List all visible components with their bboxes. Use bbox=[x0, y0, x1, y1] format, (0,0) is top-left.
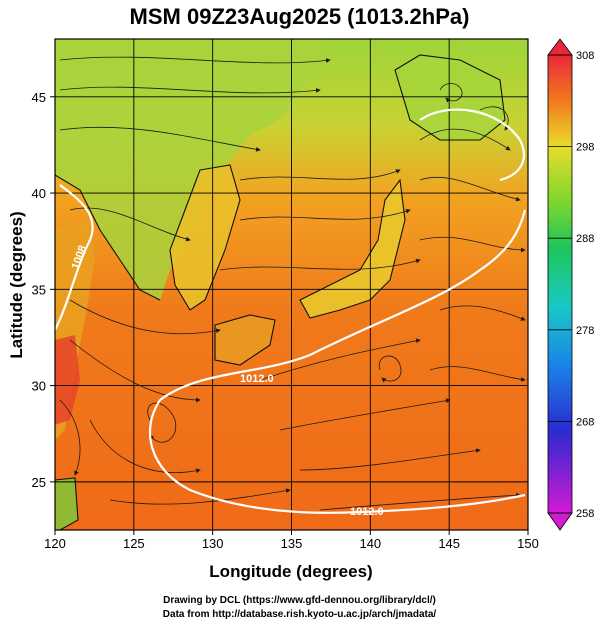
colorbar-tick-label: 288 bbox=[576, 233, 594, 245]
taiwan bbox=[55, 478, 78, 530]
x-tick-label: 120 bbox=[44, 536, 66, 551]
credit-data: Data from http://database.rish.kyoto-u.a… bbox=[162, 609, 437, 620]
x-tick-label: 135 bbox=[281, 536, 303, 551]
colorbar-scale bbox=[547, 54, 573, 514]
x-tick-label: 125 bbox=[123, 536, 145, 551]
isobar-label-1012-a: 1012.0 bbox=[240, 373, 274, 385]
x-tick-label: 140 bbox=[359, 536, 381, 551]
korean-peninsula bbox=[170, 165, 240, 310]
kyushu-shikoku bbox=[215, 315, 275, 365]
y-tick-label: 35 bbox=[32, 282, 46, 297]
x-axis-label: Longitude (degrees) bbox=[209, 562, 372, 581]
colorbar-tick-label: 278 bbox=[576, 325, 594, 337]
x-tick-label: 150 bbox=[517, 536, 539, 551]
isobar-1012-north bbox=[159, 209, 527, 401]
y-tick-label: 30 bbox=[32, 379, 46, 394]
x-tick-label: 145 bbox=[438, 536, 460, 551]
colorbar-tick-label: 268 bbox=[576, 416, 594, 428]
x-tick-label: 130 bbox=[202, 536, 224, 551]
isobar-1012-south bbox=[148, 399, 526, 514]
isobar-1008 bbox=[55, 184, 94, 331]
colorbar-top-arrow bbox=[547, 38, 573, 56]
y-axis-ticks: 25 30 35 40 45 bbox=[32, 90, 55, 490]
continent-north bbox=[55, 39, 330, 300]
y-axis-label: Latitude (degrees) bbox=[7, 211, 26, 358]
y-tick-label: 25 bbox=[32, 475, 46, 490]
colorbar: 308 298 288 278 268 258 bbox=[547, 38, 594, 531]
colorbar-tick-label: 258 bbox=[576, 508, 594, 520]
colorbar-tick-label: 298 bbox=[576, 142, 594, 154]
isobar-north-low bbox=[419, 108, 526, 182]
hot-region bbox=[55, 335, 80, 425]
credit-drawing: Drawing by DCL (https://www.gfd-dennou.o… bbox=[163, 595, 436, 606]
coastlines bbox=[55, 54, 506, 530]
colorbar-tick-label: 308 bbox=[576, 50, 594, 62]
y-tick-label: 40 bbox=[32, 186, 46, 201]
colorbar-ticks: 308 298 288 278 268 258 bbox=[548, 50, 594, 520]
isobars bbox=[55, 108, 527, 514]
x-axis-ticks: 120 125 130 135 140 145 150 bbox=[44, 530, 539, 551]
y-tick-label: 45 bbox=[32, 90, 46, 105]
map-title: MSM 09Z23Aug2025 (1013.2hPa) bbox=[129, 4, 470, 29]
temperature-field: 1008 1012.0 1012.0 bbox=[55, 39, 528, 530]
isobar-label-1012-b: 1012.0 bbox=[350, 506, 384, 518]
colorbar-bottom-arrow bbox=[547, 512, 573, 531]
wind-streamlines bbox=[59, 56, 526, 511]
honshu bbox=[300, 180, 405, 318]
